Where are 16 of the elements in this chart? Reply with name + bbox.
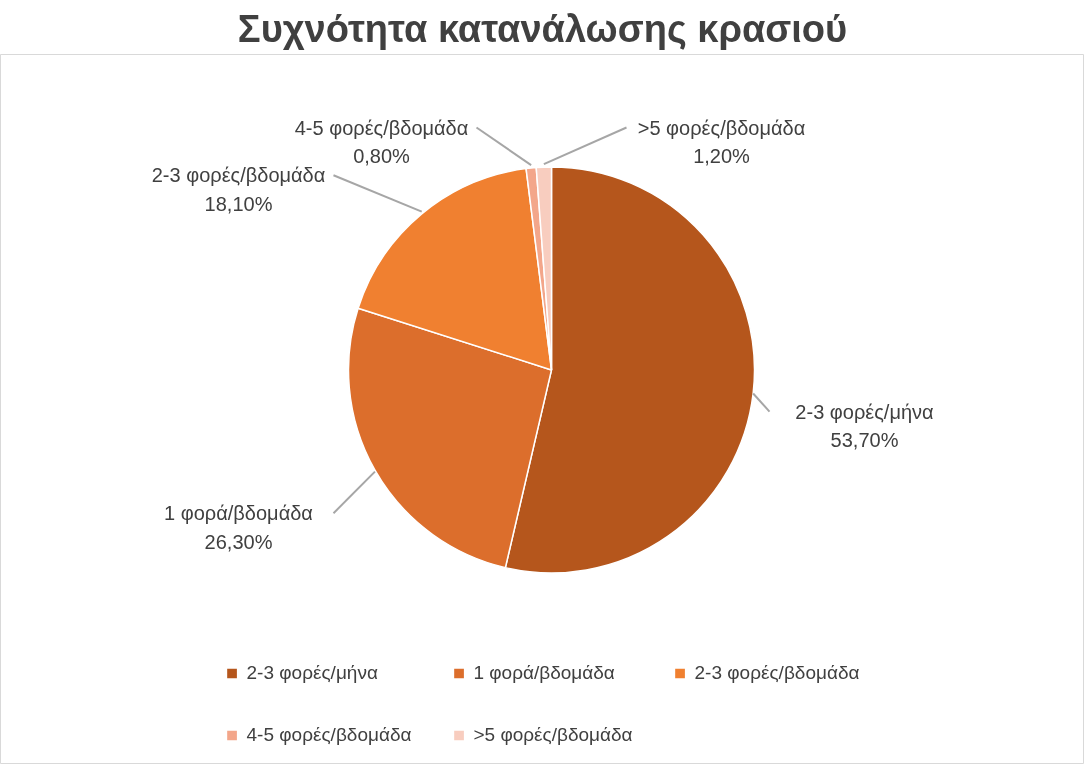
legend-label: 1 φορά/βδομάδα: [473, 662, 615, 684]
slice-label: 2-3 φορές/βδομάδα: [151, 164, 326, 187]
data-label: 1,20%: [693, 144, 751, 167]
legend-label: >5 φορές/βδομάδα: [473, 724, 633, 746]
data-label: 0,80%: [353, 144, 411, 167]
chart-title: Συχνότητα κατανάλωσης κρασιού: [237, 7, 848, 50]
slice-label: 2-3 φορές/μήνα: [795, 400, 934, 423]
legend-label: 2-3 φορές/μήνα: [246, 662, 378, 684]
slice-label: 1 φορά/βδομάδα: [164, 502, 313, 525]
slice-label: >5 φορές/βδομάδα: [637, 116, 806, 139]
data-label: 26,30%: [204, 530, 273, 553]
legend-label: 2-3 φορές/βδομάδα: [694, 662, 860, 684]
slice-label: 4-5 φορές/βδομάδα: [294, 116, 469, 139]
data-label: 53,70%: [830, 429, 899, 452]
data-label: 18,10%: [204, 192, 273, 215]
legend-label: 4-5 φορές/βδομάδα: [246, 724, 412, 746]
